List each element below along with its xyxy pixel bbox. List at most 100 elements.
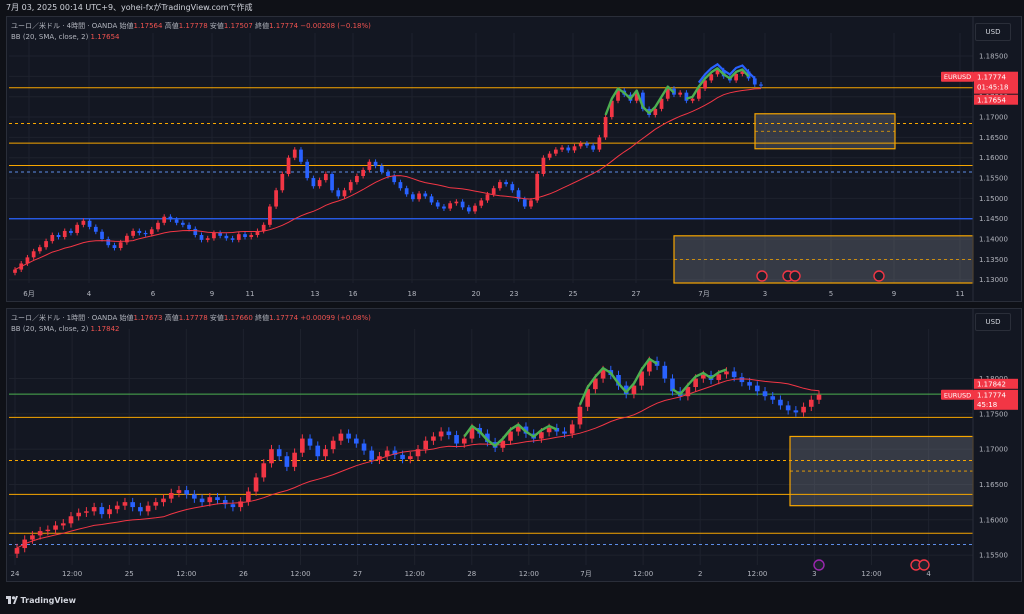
candle-body[interactable] [56,235,61,238]
candle-body[interactable] [616,90,620,101]
candle-body[interactable] [114,505,120,510]
candle-body[interactable] [330,440,336,450]
candle-body[interactable] [498,182,502,189]
candle-body[interactable] [662,365,668,379]
candle-body[interactable] [653,108,658,115]
candle-body[interactable] [715,70,720,75]
candle-body[interactable] [93,226,98,232]
candle-body[interactable] [355,176,359,183]
candle-body[interactable] [91,507,97,512]
candle-body[interactable] [193,228,198,235]
candle-body[interactable] [762,391,768,397]
candle-body[interactable] [639,371,644,386]
candle-body[interactable] [448,203,453,209]
candle-body[interactable] [816,394,822,400]
wave-drawing[interactable] [478,423,558,447]
candle-body[interactable] [276,449,282,457]
us-flag-event-icon[interactable] [918,559,930,571]
candle-body[interactable] [199,498,205,503]
wave-drawing[interactable] [671,368,727,396]
currency-button[interactable]: USD [975,23,1011,41]
candle-body[interactable] [161,498,166,503]
candle-body[interactable] [168,492,174,499]
candle-body[interactable] [562,431,567,434]
candle-body[interactable] [529,200,533,207]
candle-body[interactable] [739,377,745,383]
candle-body[interactable] [14,548,20,554]
candle-body[interactable] [793,410,799,413]
candle-body[interactable] [724,371,729,375]
candle-body[interactable] [284,456,290,467]
candle-body[interactable] [609,100,614,118]
candle-body[interactable] [138,507,143,512]
flash-event-icon[interactable] [756,270,768,282]
candle-body[interactable] [566,147,571,151]
candle-body[interactable] [299,149,303,162]
candle-body[interactable] [696,88,701,99]
candle-body[interactable] [286,157,291,174]
candle-body[interactable] [317,180,322,187]
candle-body[interactable] [212,232,216,239]
candle-body[interactable] [255,230,260,235]
candle-body[interactable] [361,443,367,451]
candle-body[interactable] [754,385,760,392]
candle-body[interactable] [479,200,484,206]
candle-body[interactable] [53,525,58,530]
candle-body[interactable] [346,433,351,439]
candle-body[interactable] [510,184,515,191]
candle-body[interactable] [307,438,313,446]
candle-body[interactable] [454,435,459,444]
flash-event-icon[interactable] [813,559,825,571]
candle-body[interactable] [305,161,310,179]
candle-body[interactable] [176,490,182,493]
candle-body[interactable] [168,216,173,220]
candle-body[interactable] [603,117,608,138]
candle-body[interactable] [701,375,706,379]
candle-body[interactable] [180,222,185,225]
candle-body[interactable] [578,143,583,147]
candle-body[interactable] [442,206,446,209]
candle-body[interactable] [491,188,496,195]
candle-body[interactable] [386,171,390,177]
supply-demand-zone[interactable] [673,235,974,284]
candle-body[interactable] [44,241,48,248]
candle-body[interactable] [106,239,111,246]
legend-bb[interactable]: BB (20, SMA, close, 2) 1.17842 [11,325,120,333]
candle-body[interactable] [392,176,397,183]
us-flag-event-icon[interactable] [789,270,801,282]
candle-body[interactable] [593,378,598,390]
candle-body[interactable] [205,238,210,240]
candle-body[interactable] [690,98,695,101]
candle-body[interactable] [703,80,707,89]
candle-body[interactable] [515,426,521,432]
candle-body[interactable] [631,385,637,395]
candle-body[interactable] [801,406,806,413]
candle-body[interactable] [438,431,444,437]
candle-body[interactable] [423,193,428,197]
candle-body[interactable] [377,456,382,460]
candle-body[interactable] [207,497,213,503]
candle-body[interactable] [740,71,745,74]
candle-body[interactable] [149,229,154,235]
candle-body[interactable] [392,450,398,455]
candle-body[interactable] [429,196,434,203]
candle-body[interactable] [315,445,321,457]
candle-body[interactable] [770,396,776,400]
candle-body[interactable] [238,501,243,508]
candle-body[interactable] [435,202,440,207]
candle-body[interactable] [597,137,602,150]
candle-body[interactable] [292,452,297,467]
candle-body[interactable] [261,224,266,231]
candle-body[interactable] [38,247,42,252]
candle-body[interactable] [785,405,791,411]
candle-body[interactable] [454,201,459,204]
candle-body[interactable] [99,507,105,515]
candle-body[interactable] [670,378,675,392]
candle-body[interactable] [137,230,142,233]
chart-canvas-1h[interactable]: 24 12:00 25 12:00 26 12:00 27 12:00 28 12:00 7月 12:… [7,309,1021,581]
candle-body[interactable] [45,529,51,532]
candle-body[interactable] [591,145,596,150]
candle-body[interactable] [253,477,259,492]
candle-body[interactable] [174,219,179,223]
wave-drawing[interactable] [578,357,658,406]
